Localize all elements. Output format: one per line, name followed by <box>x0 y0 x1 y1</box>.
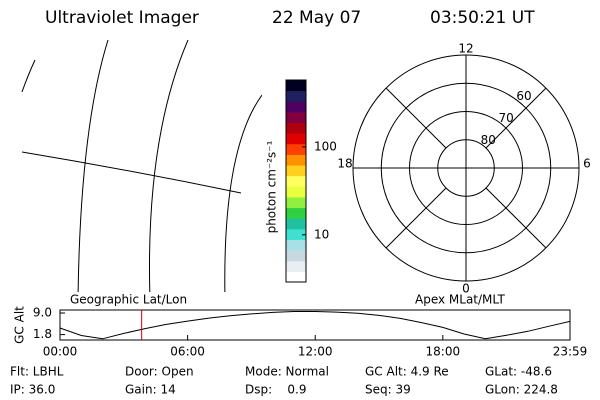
y-axis-label: GC Alt <box>13 306 27 344</box>
color-step <box>286 260 306 272</box>
color-step <box>286 154 306 166</box>
color-step <box>286 165 306 177</box>
meridian <box>385 87 447 149</box>
y-tick-label: 9.0 <box>33 306 52 320</box>
latitude-label: 60 <box>516 89 531 103</box>
info-field: IP: 36.0 <box>10 383 55 397</box>
altitude-line <box>59 311 571 340</box>
color-step <box>286 90 306 102</box>
color-step <box>286 111 306 124</box>
color-step <box>286 80 306 92</box>
info-panel: Flt: LBHL Door: Open Mode: Normal GC Alt: 4… <box>10 365 558 397</box>
x-tick-label: 18:00 <box>426 345 461 359</box>
colorbar-frame <box>285 79 307 283</box>
color-step <box>286 271 306 283</box>
info-field: GLon: 224.8 <box>485 383 558 397</box>
colorbar-label: photon cm⁻²s⁻¹ <box>265 140 279 233</box>
color-step <box>286 250 306 262</box>
colorbar: 10 100 <box>285 79 337 283</box>
x-tick-label: 06:00 <box>170 345 205 359</box>
color-step <box>286 101 306 113</box>
info-field: GLat: -48.6 <box>485 365 552 379</box>
color-step <box>286 207 306 219</box>
mlt-label: 18 <box>337 157 352 171</box>
info-field: Door: Open <box>125 365 194 379</box>
altitude-plot: 1.8 9.0 00:00 06:00 12:00 18:00 23:59 <box>33 306 587 359</box>
title: Ultraviolet Imager <box>45 8 199 28</box>
color-step <box>286 175 306 187</box>
info-field: Gain: 14 <box>125 383 176 397</box>
panel-label: Apex MLat/MLT <box>415 293 505 307</box>
colorbar-tick-label: 10 <box>314 227 329 241</box>
colorbar-tick-label: 100 <box>314 139 337 153</box>
info-field: Dsp: 0.9 <box>245 383 307 397</box>
map-grid <box>21 40 262 292</box>
info-field: Flt: LBHL <box>10 365 64 379</box>
time: 03:50:21 UT <box>430 8 535 28</box>
mlt-label: 6 <box>583 157 591 171</box>
meridian <box>485 187 547 249</box>
color-step <box>286 143 306 155</box>
mlt-label: 0 <box>462 282 470 296</box>
x-tick-label: 00:00 <box>43 345 78 359</box>
color-step <box>286 218 306 230</box>
meridian <box>485 87 547 149</box>
y-tick-label: 1.8 <box>33 327 52 341</box>
info-field: Mode: Normal <box>245 365 329 379</box>
color-step <box>286 239 306 251</box>
date: 22 May 07 <box>272 8 361 28</box>
color-step <box>286 196 306 209</box>
meridian <box>385 187 447 249</box>
panel-label: Geographic Lat/Lon <box>70 293 187 307</box>
latitude-label: 70 <box>498 111 513 125</box>
latitude-label: 80 <box>481 133 496 147</box>
x-tick-label: 12:00 <box>298 345 333 359</box>
info-field: GC Alt: 4.9 Re <box>365 365 449 379</box>
mlt-label: 12 <box>458 42 473 56</box>
color-step <box>286 122 306 134</box>
color-step <box>286 228 306 240</box>
color-step <box>286 186 306 198</box>
x-tick-label: 23:59 <box>553 345 588 359</box>
info-field: Seq: 39 <box>365 383 411 397</box>
color-step <box>286 133 306 145</box>
